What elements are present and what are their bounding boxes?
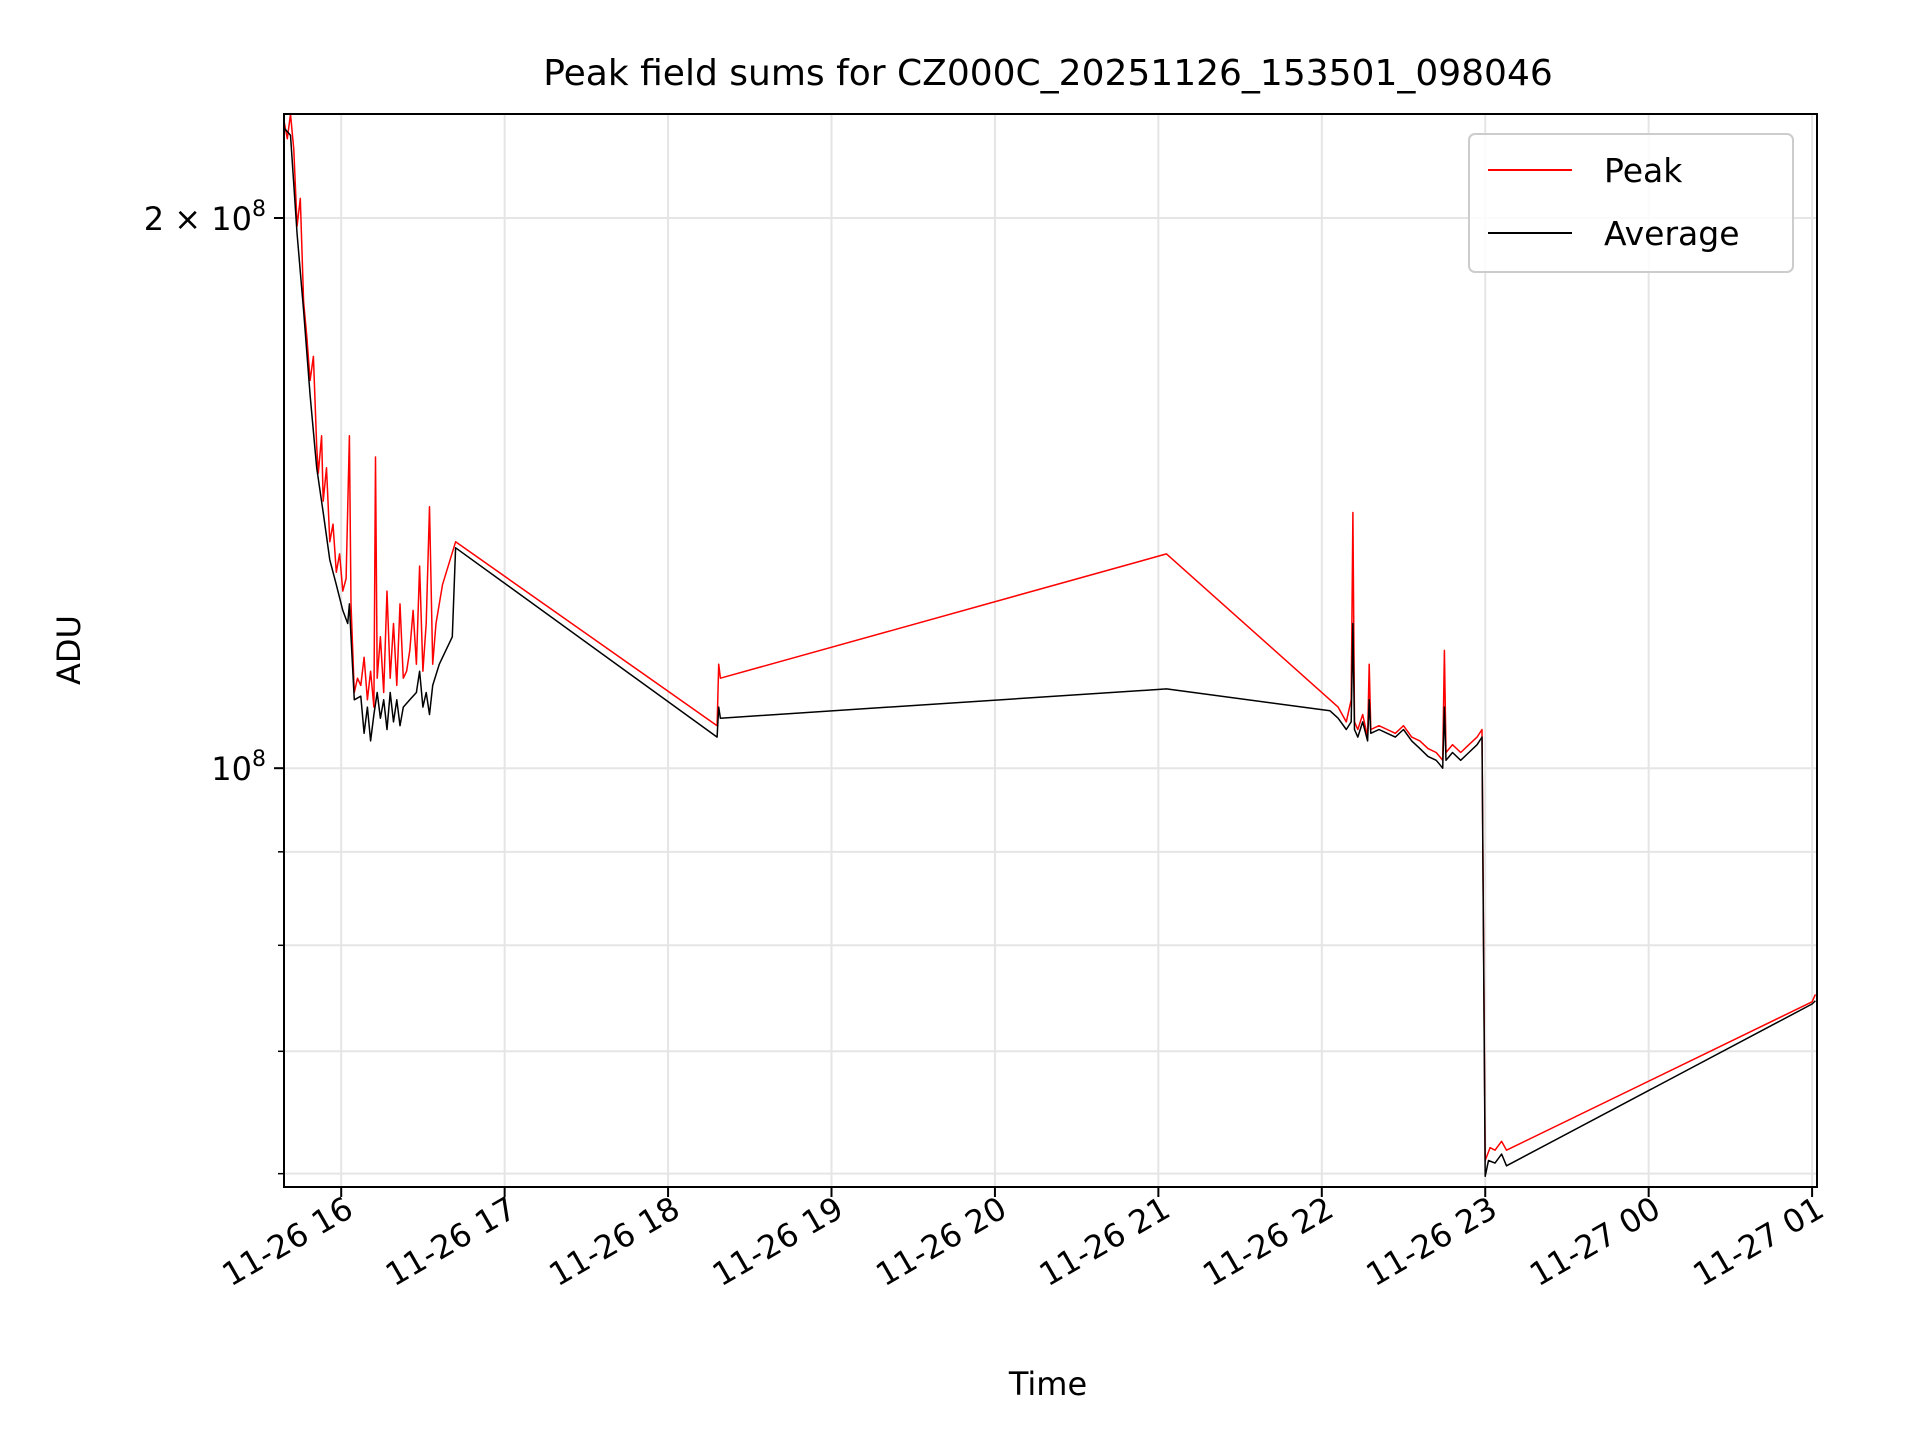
plot-frame xyxy=(283,113,1818,1188)
legend-peak-label: Peak xyxy=(1604,151,1683,190)
grid xyxy=(284,114,1817,1187)
legend-box xyxy=(1468,133,1794,273)
series-lines xyxy=(283,113,1817,1178)
y-axis-label: ADU xyxy=(50,615,88,685)
y-tick-label: 108 xyxy=(211,747,266,788)
chart-title: Peak field sums for CZ000C_20251126_1535… xyxy=(543,53,1553,94)
y-tick-label-base: 10 xyxy=(211,200,252,238)
series-line-average xyxy=(283,127,1816,1178)
x-axis-label: Time xyxy=(1008,1365,1087,1403)
legend-average-label: Average xyxy=(1604,214,1740,253)
y-tick-label-base: 10 xyxy=(211,750,252,788)
y-tick-label-exponent: 8 xyxy=(252,747,266,772)
y-tick-label-multiplier: 2 × xyxy=(144,200,212,238)
legend: Peak Average xyxy=(1468,133,1794,273)
series-line-peak xyxy=(283,113,1817,1162)
y-tick-label: 2 × 108 xyxy=(144,197,266,238)
y-tick-label-exponent: 8 xyxy=(252,197,266,222)
